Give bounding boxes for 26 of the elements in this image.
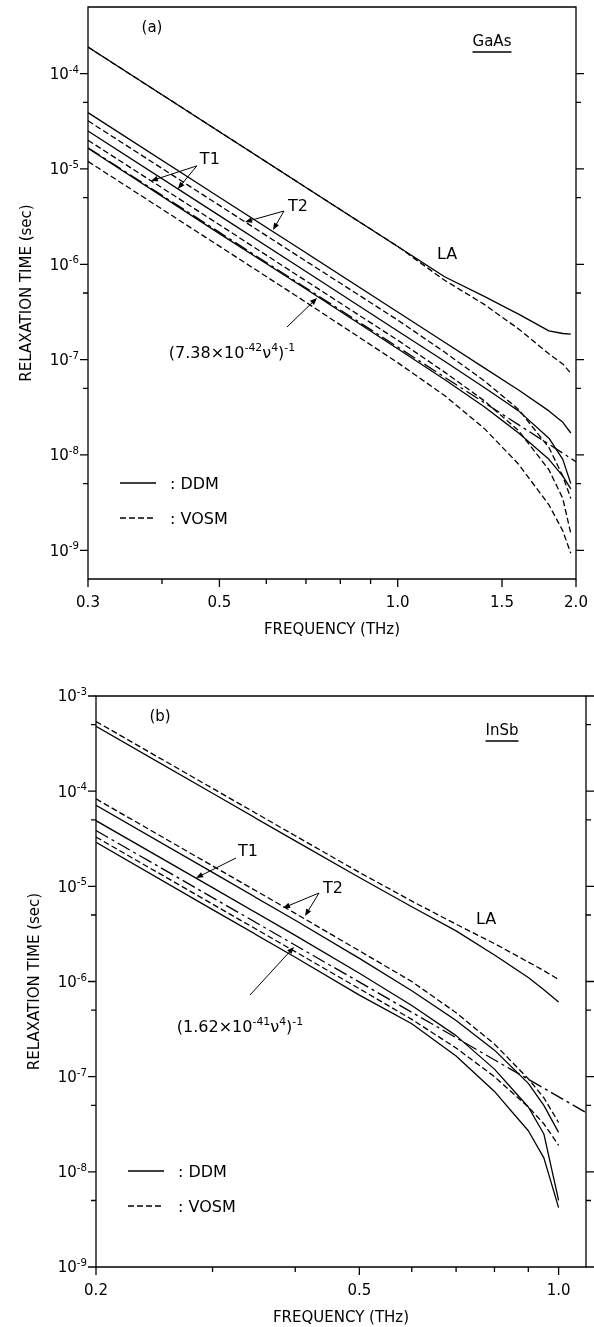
x-axis-title: FREQUENCY (THz) (272, 1308, 410, 1327)
x-tick-label: 0.2 (84, 1281, 108, 1300)
text: InSb (485, 721, 519, 740)
text: (a) (141, 18, 163, 37)
annotation: T1 (237, 840, 258, 860)
x-tick-label: 2.0 (564, 593, 588, 612)
y-axis-title: RELAXATION TIME (sec) (17, 204, 36, 382)
annotation: LA (475, 908, 497, 928)
legend-label: : VOSM (170, 508, 228, 528)
x-tick-label: 1.0 (546, 1281, 571, 1300)
annotation: T1 (198, 148, 220, 168)
annotation: T2 (287, 195, 308, 215)
text: GaAs (472, 32, 512, 51)
legend-label: : DDM (178, 1161, 227, 1181)
x-tick-label: 0.3 (76, 593, 100, 612)
annotation: T2 (322, 877, 343, 897)
x-axis-title: FREQUENCY (THz) (263, 620, 401, 639)
annotation: LA (436, 243, 458, 263)
x-tick-label: 1.0 (385, 593, 410, 612)
x-tick-label: 0.5 (207, 593, 232, 612)
legend-label: : VOSM (178, 1196, 236, 1216)
x-tick-label: 1.5 (490, 593, 514, 612)
x-tick-label: 0.5 (347, 1281, 372, 1300)
y-axis-title: RELAXATION TIME (sec) (25, 892, 44, 1071)
legend-label: : DDM (170, 473, 219, 493)
text: (b) (149, 707, 171, 726)
